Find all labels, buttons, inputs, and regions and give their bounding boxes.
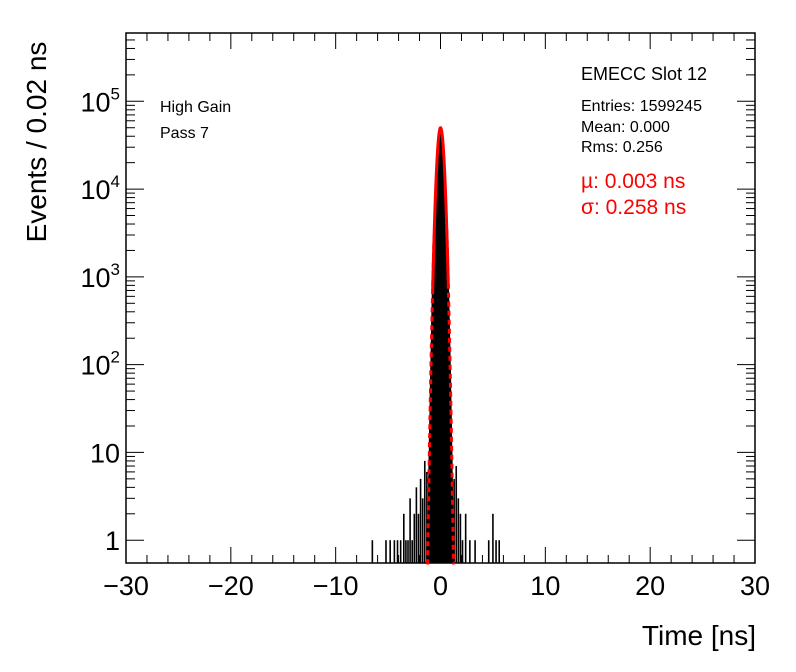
x-axis-label: Time [ns] [641,620,756,651]
fit-curve-left-tail [426,231,436,565]
fit-sigma: σ: 0.258 ns [581,196,687,219]
pass-label: Pass 7 [160,125,209,142]
axis-tick-labels: −30 −20 −10 0 10 20 30 1 10 102 103 104 105 [80,84,770,601]
x-tick-label: −20 [208,571,254,601]
y-tick-label: 102 [80,348,120,381]
x-tick-label: 10 [530,571,560,601]
x-tick-label: 0 [433,571,448,601]
fit-curve-right-tail [445,229,455,565]
x-tick-label: −10 [313,571,359,601]
y-tick-label: 103 [80,260,120,293]
x-tick-label: 30 [740,571,770,601]
x-tick-label: −30 [103,571,149,601]
stats-rms: Rms: 0.256 [581,139,663,156]
fit-curve-core [431,126,450,291]
y-tick-label: 105 [80,84,120,117]
gain-label: High Gain [160,99,232,116]
stats-mean: Mean: 0.000 [581,119,670,136]
gaussian-fit-series [426,126,455,565]
x-tick-label: 20 [635,571,665,601]
y-axis-label: Events / 0.02 ns [21,41,52,243]
histogram-title: EMECC Slot 12 [581,64,708,84]
fit-mu: µ: 0.003 ns [581,170,686,193]
y-tick-label: 10 [90,438,120,468]
y-tick-label: 1 [105,526,120,556]
y-tick-label: 104 [80,172,120,205]
axis-ticks [125,32,756,563]
stats-entries: Entries: 1599245 [581,98,702,115]
